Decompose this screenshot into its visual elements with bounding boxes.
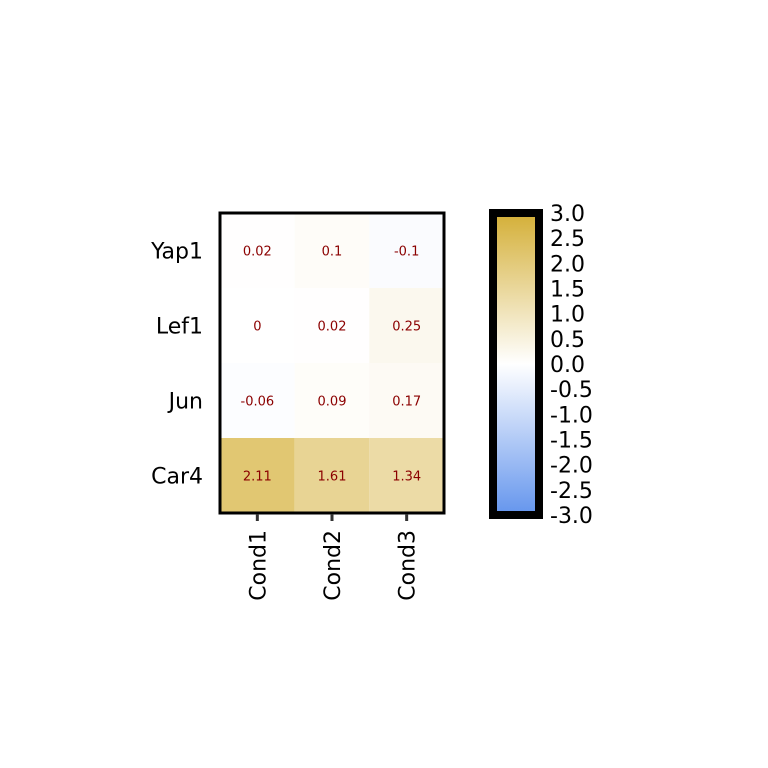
colorbar-tick-label: 0.0	[550, 353, 585, 378]
colorbar-tick-label: -2.5	[550, 479, 593, 504]
heatmap-cell	[220, 438, 295, 513]
cell-value-label: 2.11	[243, 470, 272, 485]
cell-value-label: 0.1	[322, 245, 343, 260]
heatmap-cell	[369, 363, 444, 438]
cell-value-label: 1.34	[392, 470, 421, 485]
column-label: Cond2	[321, 530, 346, 601]
colorbar	[489, 209, 543, 519]
cell-value-label: 0	[253, 320, 261, 335]
colorbar-tick-label: 2.5	[550, 227, 585, 252]
heatmap-cell	[220, 213, 295, 288]
cell-value-label: 0.02	[318, 320, 347, 335]
colorbar-tick-label: 1.0	[550, 303, 585, 328]
cell-value-label: 1.61	[318, 470, 347, 485]
row-label: Lef1	[156, 315, 203, 340]
cell-value-label: 0.09	[318, 395, 347, 410]
heatmap-cell	[369, 213, 444, 288]
cell-value-label: -0.1	[394, 245, 419, 260]
row-label: Yap1	[150, 240, 203, 265]
heatmap-cell	[294, 438, 370, 513]
heatmap-cell	[294, 288, 370, 363]
heatmap-frame	[218, 211, 446, 515]
colorbar-tick-label: 0.5	[550, 328, 585, 353]
heatmap-cell	[294, 363, 370, 438]
colorbar-tick-label: -2.0	[550, 454, 593, 479]
cell-value-label: 0.25	[392, 320, 421, 335]
heatmap-cell	[220, 363, 295, 438]
column-label: Cond3	[396, 530, 421, 601]
heatmap-cell	[294, 213, 370, 288]
colorbar-tick-label: -0.5	[550, 378, 593, 403]
heatmap-cell	[220, 288, 295, 363]
colorbar-tick-label: 3.0	[550, 202, 585, 227]
colorbar-tick-label: -3.0	[550, 504, 593, 529]
column-label: Cond1	[246, 530, 271, 601]
heatmap-cell	[369, 288, 444, 363]
colorbar-tick-label: -1.0	[550, 403, 593, 428]
colorbar-tick-label: 2.0	[550, 252, 585, 277]
cell-value-label: 0.17	[392, 395, 421, 410]
row-label: Jun	[167, 390, 203, 415]
colorbar-tick-label: -1.5	[550, 429, 593, 454]
row-labels: Yap1 Lef1 Jun Car4	[150, 240, 203, 490]
heatmap-cell	[369, 438, 444, 513]
colorbar-tick-label: 1.5	[550, 278, 585, 303]
heatmap-cells: 0.02 0.1 -0.1 0 0.02 0.25 -0.06 0.09 0.17 2.11 1.6…	[220, 213, 444, 513]
row-label: Car4	[151, 465, 203, 490]
cell-value-label: 0.02	[243, 245, 272, 260]
cell-value-label: -0.06	[241, 395, 275, 410]
colorbar-ticks: 3.02.52.01.51.00.50.0-0.5-1.0-1.5-2.0-2.…	[550, 202, 593, 529]
column-labels: Cond1 Cond2 Cond3	[246, 514, 421, 601]
